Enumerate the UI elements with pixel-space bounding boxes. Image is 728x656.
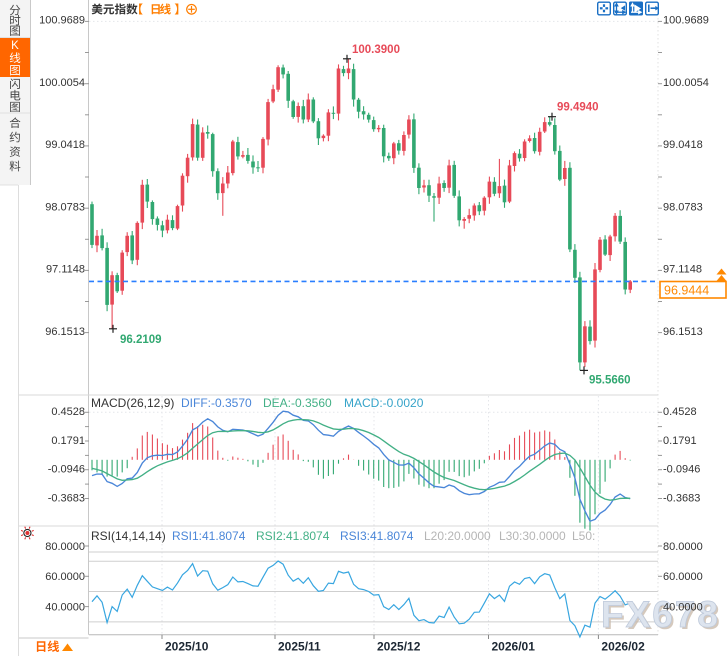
svg-text:100.0054: 100.0054 bbox=[39, 77, 85, 89]
svg-text:RSI3:41.8074: RSI3:41.8074 bbox=[340, 529, 414, 543]
svg-text:60.0000: 60.0000 bbox=[663, 571, 703, 583]
svg-text:97.1148: 97.1148 bbox=[46, 264, 85, 276]
svg-text:2025/12: 2025/12 bbox=[377, 640, 421, 654]
svg-text:2025/10: 2025/10 bbox=[165, 640, 209, 654]
svg-text:98.0783: 98.0783 bbox=[663, 201, 703, 213]
svg-text:96.1513: 96.1513 bbox=[45, 326, 85, 338]
svg-text:2026/01: 2026/01 bbox=[492, 640, 536, 654]
svg-text:0.1791: 0.1791 bbox=[51, 435, 85, 447]
svg-text:98.0783: 98.0783 bbox=[45, 201, 85, 213]
svg-text:-0.3683: -0.3683 bbox=[663, 492, 700, 504]
svg-text:100.0054: 100.0054 bbox=[663, 77, 709, 89]
svg-text:-0.0946: -0.0946 bbox=[663, 464, 700, 476]
svg-text:100.9689: 100.9689 bbox=[663, 15, 709, 27]
svg-text:97.1148: 97.1148 bbox=[663, 264, 702, 276]
svg-text:2026/02: 2026/02 bbox=[601, 640, 645, 654]
svg-text:0.4528: 0.4528 bbox=[51, 406, 85, 418]
svg-text:99.0418: 99.0418 bbox=[45, 139, 85, 151]
svg-text:96.2109: 96.2109 bbox=[120, 334, 162, 346]
svg-text:0.4528: 0.4528 bbox=[663, 406, 697, 418]
svg-text:100.9689: 100.9689 bbox=[39, 15, 85, 27]
svg-text:DIFF:-0.3570: DIFF:-0.3570 bbox=[181, 396, 252, 410]
svg-text:95.5660: 95.5660 bbox=[589, 374, 631, 386]
svg-text:L50:: L50: bbox=[572, 529, 595, 543]
svg-text:RSI2:41.8074: RSI2:41.8074 bbox=[256, 529, 330, 543]
svg-text:L20:20.0000: L20:20.0000 bbox=[424, 529, 491, 543]
svg-text:96.9444: 96.9444 bbox=[664, 284, 709, 298]
svg-text:99.4940: 99.4940 bbox=[557, 102, 599, 114]
svg-text:K: K bbox=[11, 40, 19, 52]
svg-text:40.0000: 40.0000 bbox=[663, 601, 703, 613]
svg-text:RSI1:41.8074: RSI1:41.8074 bbox=[172, 529, 246, 543]
svg-text:-0.3683: -0.3683 bbox=[48, 492, 85, 504]
svg-text:80.0000: 80.0000 bbox=[45, 541, 85, 553]
svg-text:FX678: FX678 bbox=[601, 594, 720, 635]
svg-text:RSI(14,14,14): RSI(14,14,14) bbox=[91, 529, 166, 543]
svg-text:MACD:-0.0020: MACD:-0.0020 bbox=[344, 396, 424, 410]
svg-text:80.0000: 80.0000 bbox=[663, 541, 703, 553]
svg-text:99.0418: 99.0418 bbox=[663, 139, 703, 151]
svg-text:0.1791: 0.1791 bbox=[663, 435, 697, 447]
svg-text:-0.0946: -0.0946 bbox=[48, 464, 85, 476]
svg-text:2025/11: 2025/11 bbox=[278, 640, 321, 654]
svg-text:MACD(26,12,9): MACD(26,12,9) bbox=[91, 396, 174, 410]
svg-text:DEA:-0.3560: DEA:-0.3560 bbox=[263, 396, 332, 410]
svg-text:FX678: FX678 bbox=[603, 596, 722, 637]
svg-text:60.0000: 60.0000 bbox=[45, 571, 85, 583]
svg-text:96.1513: 96.1513 bbox=[663, 326, 703, 338]
svg-text:40.0000: 40.0000 bbox=[45, 601, 85, 613]
svg-text:100.3900: 100.3900 bbox=[352, 44, 400, 56]
svg-text:L30:30.0000: L30:30.0000 bbox=[499, 529, 566, 543]
